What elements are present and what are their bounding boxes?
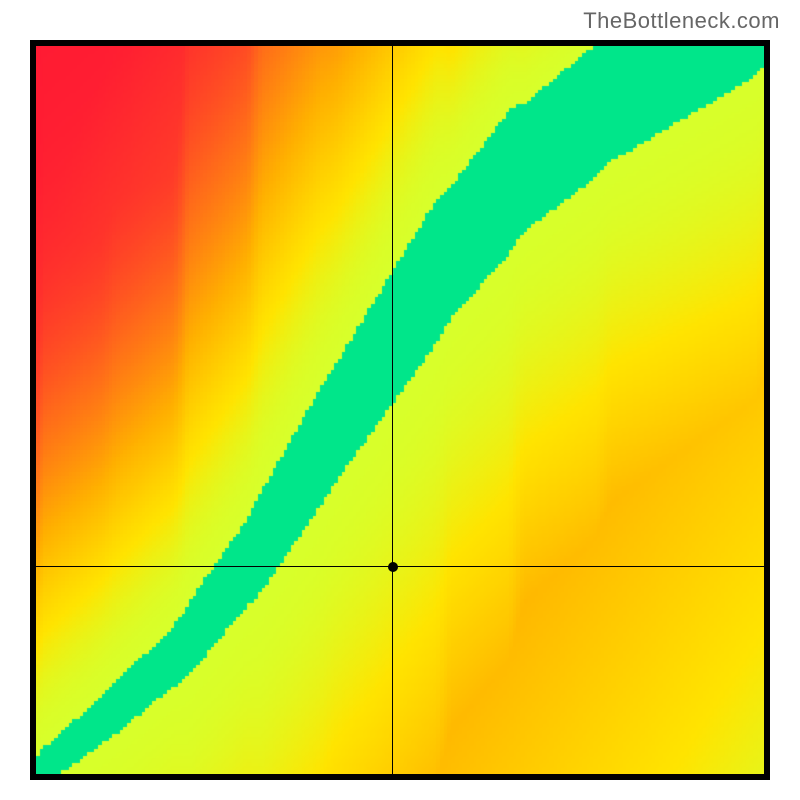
watermark-text: TheBottleneck.com (583, 8, 780, 34)
crosshair-vertical (392, 46, 393, 774)
plot-area (30, 40, 770, 780)
selected-point-marker (388, 562, 398, 572)
crosshair-horizontal (36, 566, 764, 567)
chart-container: TheBottleneck.com (0, 0, 800, 800)
heatmap-canvas (36, 46, 764, 774)
